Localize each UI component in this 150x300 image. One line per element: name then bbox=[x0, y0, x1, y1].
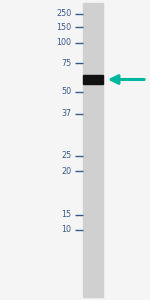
Text: 15: 15 bbox=[61, 210, 71, 219]
Text: 100: 100 bbox=[56, 38, 71, 47]
Text: 10: 10 bbox=[61, 225, 71, 234]
Text: 20: 20 bbox=[61, 167, 71, 176]
Bar bbox=[83, 75, 103, 84]
Text: 250: 250 bbox=[56, 9, 71, 18]
Text: 150: 150 bbox=[56, 22, 71, 32]
Text: 37: 37 bbox=[61, 110, 71, 118]
Bar bbox=[83, 3, 103, 297]
Text: 25: 25 bbox=[61, 152, 71, 160]
Text: 50: 50 bbox=[61, 87, 71, 96]
Text: 75: 75 bbox=[61, 58, 71, 68]
